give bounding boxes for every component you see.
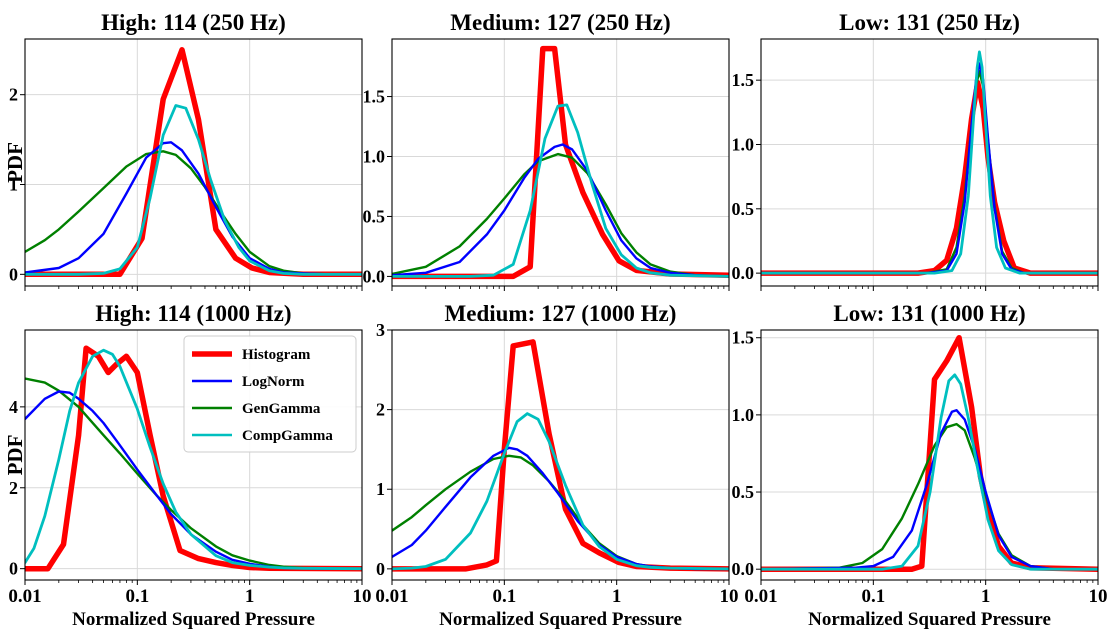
x-tick-label: 10 xyxy=(353,586,372,607)
x-tick-label: 1 xyxy=(245,586,255,607)
series-line-lognorm xyxy=(392,143,729,278)
panel-frame xyxy=(24,38,363,287)
x-axis-label: Normalized Squared Pressure xyxy=(439,609,682,630)
legend-label-compgamma: CompGamma xyxy=(242,428,333,444)
series-line-compgamma xyxy=(392,103,729,278)
y-tick-label: 0 xyxy=(9,264,18,284)
y-axis-label: PDF xyxy=(3,142,27,183)
y-tick-label: 1.0 xyxy=(732,134,755,154)
panel-frame xyxy=(391,38,730,287)
series-line-histogram xyxy=(761,79,1098,276)
series-line-gengamma xyxy=(25,150,362,276)
series-group xyxy=(761,50,1098,276)
series-line-compgamma xyxy=(761,373,1098,571)
y-tick-label: 1.5 xyxy=(732,328,755,348)
series-line-gengamma xyxy=(761,69,1098,275)
x-tick-label: 0.01 xyxy=(744,586,777,607)
panel-title: Medium: 127 (250 Hz) xyxy=(450,10,670,35)
series-group xyxy=(25,47,362,278)
series-line-compgamma xyxy=(25,348,362,571)
panel-frame xyxy=(760,329,1099,581)
series-line-histogram xyxy=(25,47,362,278)
panel-frame xyxy=(760,38,1099,287)
y-tick-label: 1 xyxy=(9,175,18,195)
series-line-lognorm xyxy=(761,409,1098,571)
y-tick-label: 0.5 xyxy=(363,206,386,226)
series-line-compgamma xyxy=(25,104,362,276)
series-line-compgamma xyxy=(392,412,729,571)
panel-frame xyxy=(24,329,363,581)
series-group xyxy=(392,339,729,572)
panel-3: 0.0 0.5 1.0 1.5 Low: 131 (250 Hz) xyxy=(732,10,1099,291)
legend-label-histogram: Histogram xyxy=(242,347,311,363)
x-tick-label: 1 xyxy=(981,586,991,607)
x-axis-label: Normalized Squared Pressure xyxy=(808,609,1051,630)
y-tick-label: 0 xyxy=(376,559,385,579)
y-tick-label: 1.5 xyxy=(732,70,755,90)
series-line-gengamma xyxy=(392,152,729,278)
x-tick-label: 0.01 xyxy=(8,586,41,607)
y-tick-label: 1.0 xyxy=(363,147,386,167)
y-tick-label: 2 xyxy=(9,478,18,498)
y-tick-label: 1.0 xyxy=(732,405,755,425)
series-line-lognorm xyxy=(761,62,1098,275)
legend-label-lognorm: LogNorm xyxy=(242,374,305,390)
y-tick-label: 1 xyxy=(376,479,385,499)
series-line-lognorm xyxy=(25,141,362,276)
x-tick-label: 10 xyxy=(1089,586,1108,607)
panel-1: 0 1 2 High: 114 (250 Hz) PDF xyxy=(3,10,363,291)
series-line-histogram xyxy=(392,45,729,280)
legend-label-gengamma: GenGamma xyxy=(242,401,321,417)
panel-2: 0.0 0.5 1.0 1.5 Medium: 127 (250 Hz) xyxy=(363,10,730,291)
legend-box xyxy=(183,335,357,453)
y-tick-label: 3 xyxy=(376,320,385,340)
panel-frame xyxy=(391,329,730,581)
series-group xyxy=(392,45,729,280)
y-tick-label: 0.5 xyxy=(732,199,755,219)
y-tick-label: 2 xyxy=(376,400,385,420)
x-tick-label: 10 xyxy=(720,586,739,607)
x-tick-label: 0.1 xyxy=(125,586,149,607)
x-tick-label: 0.1 xyxy=(492,586,516,607)
y-tick-label: 0.0 xyxy=(732,559,755,579)
series-line-compgamma xyxy=(761,50,1098,275)
x-axis-label: Normalized Squared Pressure xyxy=(72,609,315,630)
panel-title: Low: 131 (1000 Hz) xyxy=(833,301,1025,326)
panel-title: High: 114 (250 Hz) xyxy=(101,10,286,35)
x-tick-label: 1 xyxy=(612,586,622,607)
panel-title: Medium: 127 (1000 Hz) xyxy=(445,301,677,326)
y-tick-label: 4 xyxy=(9,397,18,417)
legend: Histogram LogNorm GenGamma CompGamma xyxy=(183,335,357,453)
series-group xyxy=(25,345,362,572)
y-tick-label: 2 xyxy=(9,85,18,105)
panel-title: High: 114 (1000 Hz) xyxy=(95,301,291,326)
y-tick-label: 0 xyxy=(9,559,18,579)
series-line-histogram xyxy=(392,339,729,572)
panel-title: Low: 131 (250 Hz) xyxy=(839,10,1020,35)
y-tick-label: 0.0 xyxy=(363,266,386,286)
series-group xyxy=(761,334,1098,572)
panel-5: 0 1 2 3 0.01 0.1 1 10 Normalized Squared Pressur… xyxy=(375,301,738,630)
series-line-lognorm xyxy=(392,446,729,571)
panel-4: 0 2 4 0.01 0.1 1 10 Normalized Squared Pressure… xyxy=(3,301,372,630)
x-tick-label: 0.1 xyxy=(861,586,885,607)
y-axis-label: PDF xyxy=(3,435,27,476)
series-line-histogram xyxy=(25,345,362,572)
y-tick-label: 0.5 xyxy=(732,482,755,502)
panel-6: 0.0 0.5 1.0 1.5 0.01 0.1 1 10 Normalized Squared… xyxy=(732,301,1108,630)
y-tick-label: 0.0 xyxy=(732,263,755,283)
y-tick-label: 1.5 xyxy=(363,87,386,107)
series-line-histogram xyxy=(761,334,1098,572)
x-tick-label: 0.01 xyxy=(375,586,408,607)
